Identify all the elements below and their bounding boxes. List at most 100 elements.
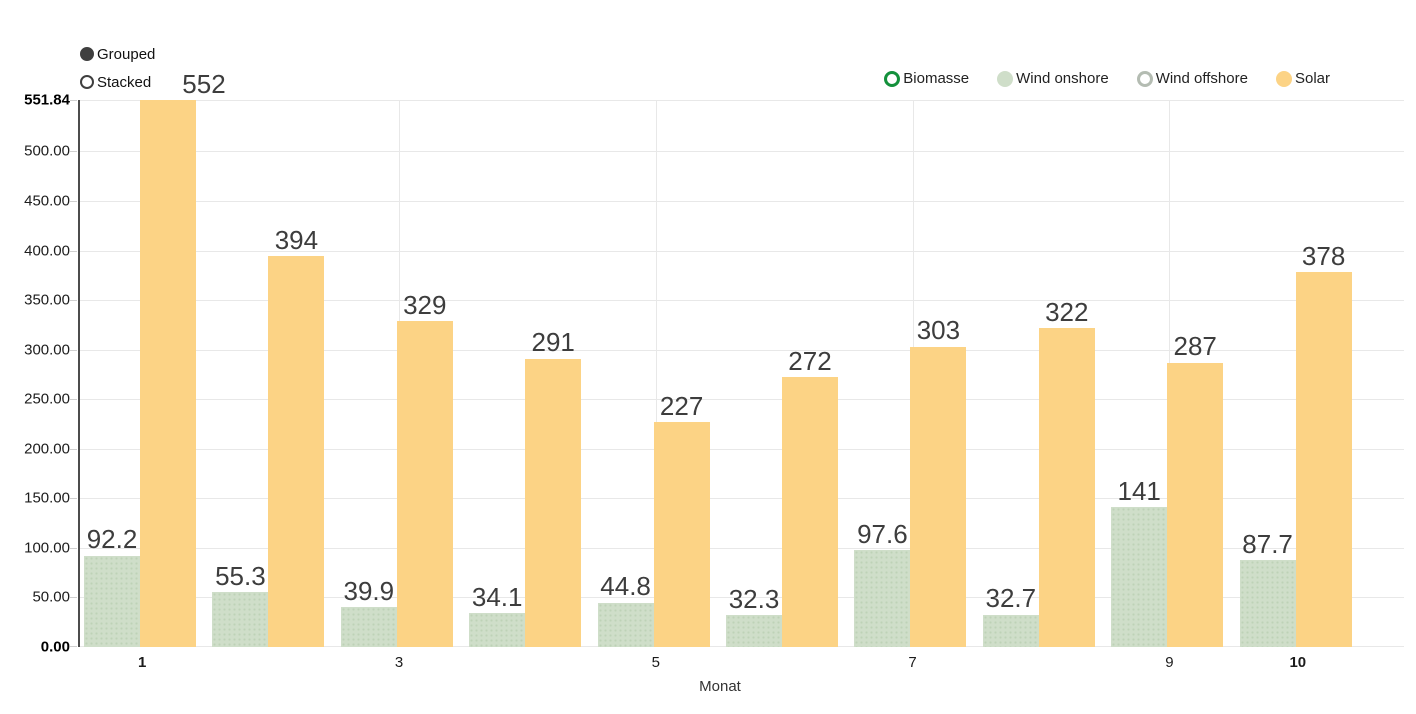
grid-line-horizontal <box>78 448 1404 450</box>
bar-value-label: 92.2 <box>86 524 138 555</box>
x-tick-label: 9 <box>1165 654 1174 671</box>
legend-item-wind-onshore[interactable]: Wind onshore <box>997 70 1109 87</box>
bar-value-label: 97.6 <box>857 518 908 549</box>
y-tick-label: 400.00 <box>24 242 70 259</box>
legend-item-biomasse[interactable]: Biomasse <box>884 70 969 87</box>
bar-value-label: 34.1 <box>471 581 523 612</box>
y-axis-tick <box>70 547 77 549</box>
bar-solar[interactable] <box>1295 272 1352 647</box>
grid-line-horizontal <box>78 200 1404 202</box>
bar-value-label: 141 <box>1117 475 1161 506</box>
grid-line-horizontal <box>78 547 1404 549</box>
legend-label-biomasse: Biomasse <box>903 70 970 87</box>
bar-value-label: 44.8 <box>600 571 651 602</box>
bar-value-label: 287 <box>1173 331 1217 362</box>
radio-stacked[interactable]: Stacked <box>80 68 155 96</box>
y-axis-tick <box>70 498 77 500</box>
bar-solar[interactable] <box>1038 327 1095 647</box>
biomasse-marker-icon[interactable] <box>884 70 901 87</box>
bar-value-label: 272 <box>788 346 832 377</box>
bar-wind-onshore[interactable] <box>469 613 526 647</box>
bar-wind-onshore[interactable] <box>854 550 911 647</box>
x-tick-label: 3 <box>394 654 404 671</box>
bar-value-label: 87.7 <box>1242 528 1293 559</box>
bar-solar[interactable] <box>268 256 325 647</box>
y-axis-tick <box>70 597 77 599</box>
bar-wind-onshore[interactable] <box>340 607 397 647</box>
bar-value-label: 394 <box>274 225 319 256</box>
y-tick-label: 551.84 <box>24 91 70 109</box>
y-tick-label: 300.00 <box>24 341 70 359</box>
bar-value-label: 378 <box>1301 241 1346 272</box>
bar-solar[interactable] <box>396 320 453 647</box>
y-axis-tick <box>70 349 77 351</box>
plot-area: Monat 0.00 50.00 100.00 150.00 200.00 250.00 3… <box>24 70 1404 695</box>
legend-label-wind-onshore: Wind onshore <box>1016 70 1109 87</box>
legend-item-solar[interactable]: Solar <box>1275 70 1330 87</box>
y-axis-tick <box>70 448 77 450</box>
y-axis-tick <box>70 646 77 647</box>
x-tick-label: 7 <box>908 654 917 671</box>
y-axis-tick <box>70 399 77 401</box>
y-tick-label: 0.00 <box>40 638 70 656</box>
bar-solar[interactable] <box>782 377 838 647</box>
bar-wind-onshore[interactable] <box>726 614 782 647</box>
y-axis-tick <box>70 200 77 202</box>
bar-value-label: 291 <box>531 327 575 358</box>
radio-grouped-label: Grouped <box>97 45 156 63</box>
bar-solar[interactable] <box>653 422 710 647</box>
x-tick-label: 10 <box>1289 654 1307 671</box>
bar-value-label: 39.9 <box>343 576 395 607</box>
solar-marker-icon[interactable] <box>1275 70 1292 87</box>
bar-solar[interactable] <box>1167 362 1224 647</box>
grid-line-horizontal <box>78 498 1404 500</box>
y-tick-label: 150.00 <box>24 489 70 507</box>
x-axis-title: Monat <box>699 678 741 695</box>
bar-value-label: 552 <box>182 68 226 99</box>
bar-value-label: 303 <box>916 315 961 346</box>
bar-solar[interactable] <box>910 346 967 647</box>
y-tick-label: 450.00 <box>24 192 70 210</box>
y-axis-tick <box>70 250 77 252</box>
bar-value-label: 55.3 <box>215 560 266 591</box>
bar-value-label: 329 <box>403 289 447 320</box>
wind-offshore-marker-icon[interactable] <box>1136 70 1153 87</box>
grid-line-vertical <box>655 100 657 647</box>
wind-onshore-marker-icon[interactable] <box>997 70 1014 87</box>
bar-wind-onshore[interactable] <box>1239 560 1296 647</box>
radio-stacked-icon[interactable] <box>80 75 94 89</box>
grid-line-horizontal <box>78 100 1404 101</box>
bar-value-label: 322 <box>1045 296 1089 327</box>
chart-mode-radio-group: Grouped Stacked <box>80 40 155 96</box>
y-tick-label: 500.00 <box>24 142 70 160</box>
x-tick-label: 5 <box>651 654 660 671</box>
grid-line-horizontal <box>78 399 1404 401</box>
y-axis-tick <box>70 100 77 101</box>
bar-wind-onshore[interactable] <box>212 592 269 647</box>
y-axis-tick <box>70 300 77 302</box>
y-tick-label: 100.00 <box>24 539 70 557</box>
y-axis-tick <box>70 151 77 153</box>
legend-item-wind-offshore[interactable]: Wind offshore <box>1136 70 1248 87</box>
y-tick-label: 50.00 <box>32 588 70 606</box>
legend-label-solar: Solar <box>1294 70 1330 87</box>
legend-label-wind-offshore: Wind offshore <box>1155 70 1248 87</box>
bar-wind-onshore[interactable] <box>982 614 1039 647</box>
bar-wind-onshore[interactable] <box>1111 507 1168 647</box>
bar-wind-onshore[interactable] <box>597 602 654 647</box>
radio-grouped-icon[interactable] <box>80 47 94 61</box>
y-tick-label: 350.00 <box>24 291 70 309</box>
grid-line-horizontal <box>78 250 1404 252</box>
radio-stacked-label: Stacked <box>97 73 152 91</box>
bar-solar[interactable] <box>140 100 196 647</box>
y-axis-line <box>78 100 80 647</box>
grid-line-horizontal <box>78 349 1404 351</box>
bar-wind-onshore[interactable] <box>84 555 140 647</box>
grid-line-horizontal <box>78 597 1404 599</box>
x-tick-label: 1 <box>138 654 147 671</box>
bar-solar[interactable] <box>525 358 582 647</box>
bar-value-label: 32.7 <box>985 583 1037 614</box>
legend: Biomasse Wind onshore Wind offshore Sola… <box>884 70 1330 87</box>
radio-grouped[interactable]: Grouped <box>80 40 155 68</box>
